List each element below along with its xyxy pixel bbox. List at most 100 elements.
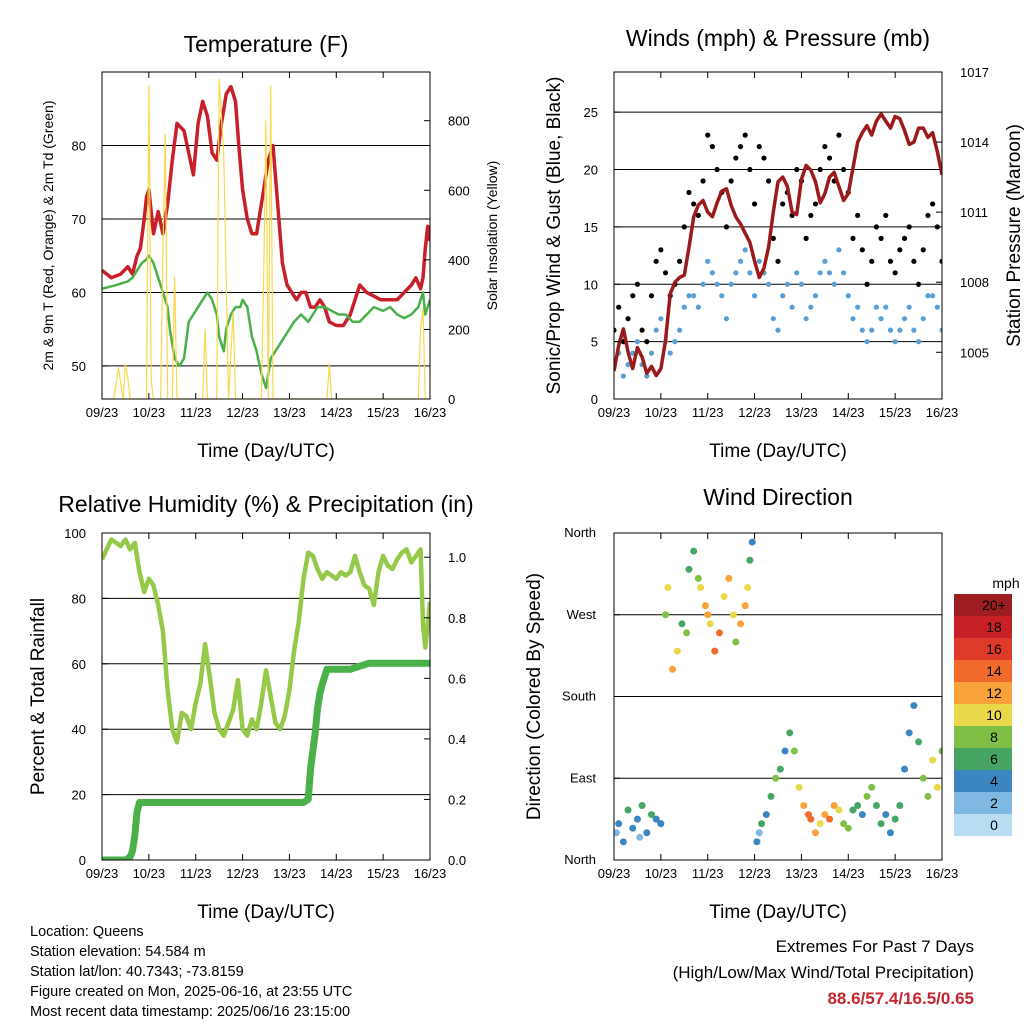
wind-point (681, 304, 687, 310)
wind-point (780, 293, 786, 299)
direction-point (741, 602, 749, 610)
wind-point (653, 327, 659, 333)
station-elevation: Station elevation: 54.584 m (30, 944, 206, 960)
gust-point (887, 258, 894, 264)
wind-point (644, 373, 650, 379)
wind-point (939, 327, 942, 333)
gust-point (695, 212, 701, 219)
wind-point (798, 281, 805, 287)
y-tick-label: North (564, 525, 596, 540)
x-tick-label: 13/23 (785, 405, 818, 420)
chart-title: Wind Direction (703, 484, 853, 510)
plot-frame (101, 71, 431, 400)
gust-point (714, 166, 720, 173)
wind-point (625, 361, 631, 368)
wind-point (672, 339, 678, 345)
direction-point (664, 584, 672, 591)
direction-point (807, 815, 815, 823)
gust-point (747, 166, 753, 173)
station-latlon: Station lat/lon: 40.7343; -73.8159 (30, 964, 244, 980)
wind-point (808, 304, 814, 310)
wind-point (620, 373, 626, 379)
legend-swatch (954, 748, 1012, 770)
gust-point (766, 178, 772, 184)
y-axis-label: Percent & Total Rainfall (28, 598, 49, 795)
y2-tick-label: 600 (448, 183, 470, 198)
wind-point (845, 293, 851, 299)
direction-point (744, 584, 752, 591)
wind-point (930, 293, 936, 299)
direction-point (786, 729, 794, 737)
gust-point (817, 166, 823, 173)
chart-title: Relative Humidity (%) & Precipitation (i… (58, 491, 473, 517)
plot-area (102, 78, 430, 399)
y2-tick-label: 0.6 (448, 671, 466, 686)
gust-point (901, 235, 908, 241)
direction-point (816, 820, 824, 828)
direction-point (678, 620, 686, 628)
legend-label: 4 (990, 773, 998, 789)
y-tick-label: 0 (591, 392, 598, 407)
x-tick-label: 14/23 (320, 866, 353, 881)
gust-point (662, 270, 669, 276)
gust-point (634, 281, 641, 287)
x-tick-label: 15/23 (879, 405, 912, 420)
y2-tick-label: 400 (448, 253, 470, 268)
y-tick-label: 40 (72, 722, 86, 737)
direction-point (629, 824, 637, 832)
y2-axis-label: Station Pressure (Maroon) (1004, 124, 1024, 347)
wind-point (831, 281, 837, 287)
legend-swatch (954, 594, 1012, 616)
x-tick-label: 11/23 (692, 866, 724, 881)
gust-point (705, 132, 711, 138)
direction-point (826, 815, 834, 823)
direction-point (919, 774, 927, 782)
y-tick-label: 60 (72, 285, 86, 300)
x-tick-label: 12/23 (738, 405, 771, 420)
y2-tick-label: 1.0 (448, 550, 466, 565)
direction-point (849, 806, 857, 814)
direction-point (781, 747, 789, 755)
gust-point (925, 212, 931, 219)
wind-point (906, 304, 912, 310)
x-axis-label: Time (Day/UTC) (709, 441, 847, 462)
gust-point (869, 258, 875, 264)
wind-point (925, 293, 931, 299)
y2-tick-label: 1005 (960, 345, 989, 360)
direction-point (636, 833, 644, 841)
legend-label: 14 (986, 663, 1002, 679)
wind-point (719, 293, 725, 299)
legend-swatch (954, 682, 1012, 704)
direction-point (896, 802, 904, 809)
direction-point (854, 802, 862, 809)
humidity-precip-panel: 09/23 10/23 11/23 12/23 13/23 14/23 15/23 16/23… (28, 491, 474, 923)
x-tick-label: 09/23 (598, 405, 631, 420)
direction-point (905, 729, 913, 737)
gust-point (775, 258, 781, 264)
wind-point (915, 339, 922, 345)
gust-point (939, 258, 942, 264)
direction-point (694, 574, 702, 582)
wind-point (775, 327, 781, 333)
wind-point (705, 258, 711, 264)
gust-point (733, 155, 739, 161)
winds-pressure-panel: 09/23 10/23 11/23 12/23 13/23 14/23 15/23 16/23… (544, 25, 1024, 462)
direction-point (933, 783, 941, 791)
chart-title: Temperature (F) (184, 31, 349, 57)
wind-point (873, 304, 880, 310)
legend-swatch (954, 814, 1012, 836)
gust-point (658, 247, 664, 253)
wind-point (803, 316, 809, 322)
gust-point (873, 224, 880, 230)
wind-point (723, 316, 730, 322)
gust-point (780, 201, 786, 207)
wind-point (934, 304, 940, 310)
direction-point (624, 806, 632, 814)
wind-point (836, 247, 842, 253)
y-tick-label: 80 (72, 138, 86, 153)
y2-tick-label: 0.0 (448, 853, 466, 868)
gust-point (616, 304, 622, 310)
wind-point (728, 281, 734, 287)
x-tick-label: 16/23 (926, 866, 959, 881)
